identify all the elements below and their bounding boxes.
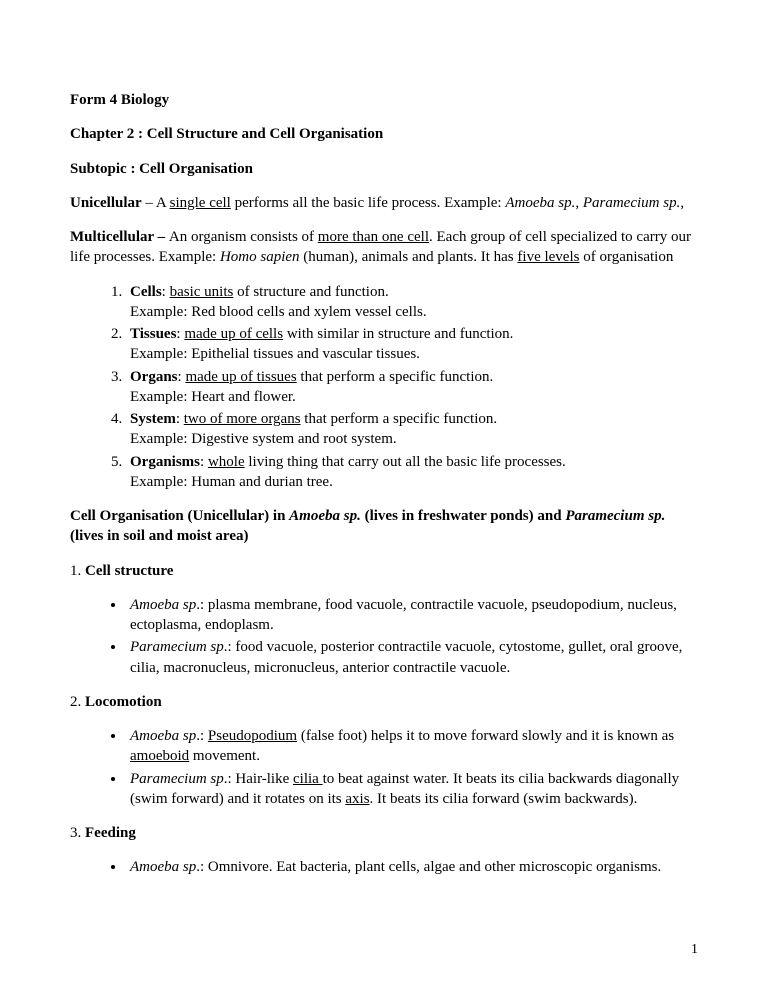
list-item: Amoeba sp.: Pseudopodium (false foot) he… (126, 726, 698, 767)
locomotion-list: Amoeba sp.: Pseudopodium (false foot) he… (70, 726, 698, 809)
multicellular-paragraph: Multicellular – An organism consists of … (70, 227, 698, 268)
species-name: Paramecium sp. (565, 508, 665, 524)
term-label: Organisms (130, 454, 200, 470)
keyword: single cell (170, 195, 231, 211)
subsection-heading: 1. Cell structure (70, 561, 698, 581)
list-item: Organisms: whole living thing that carry… (126, 452, 698, 493)
document-page: Form 4 Biology Chapter 2 : Cell Structur… (0, 0, 768, 932)
text: .: plasma membrane, food vacuole, contra… (130, 597, 677, 633)
subtopic-title: Subtopic : Cell Organisation (70, 159, 698, 179)
example-text: Example: Epithelial tissues and vascular… (130, 346, 420, 362)
species-name: Amoeba sp. (505, 195, 575, 211)
list-item: Paramecium sp.: food vacuole, posterior … (126, 637, 698, 678)
text: movement. (189, 748, 260, 764)
subsection-heading: 3. Feeding (70, 823, 698, 843)
text: (lives in soil and moist area) (70, 528, 248, 544)
page-number: 1 (691, 942, 698, 958)
term-label: System (130, 411, 176, 427)
keyword: made up of cells (184, 326, 283, 342)
text: (human), animals and plants. It has (300, 249, 518, 265)
keyword: cilia (293, 771, 323, 787)
list-item: Paramecium sp.: Hair-like cilia to beat … (126, 769, 698, 810)
text: . It beats its cilia forward (swim backw… (370, 791, 638, 807)
text: 1. (70, 563, 85, 579)
subsection-heading: 2. Locomotion (70, 692, 698, 712)
species-name: Amoeba sp (130, 859, 196, 875)
term-label: Tissues (130, 326, 176, 342)
species-name: Amoeba sp (130, 597, 196, 613)
keyword: whole (208, 454, 245, 470)
keyword: amoeboid (130, 748, 189, 764)
text: Cell Organisation (Unicellular) in (70, 508, 289, 524)
list-item: Amoeba sp.: Omnivore. Eat bacteria, plan… (126, 857, 698, 877)
term-label: Multicellular – (70, 229, 169, 245)
keyword: axis (345, 791, 369, 807)
organisation-levels-list: Cells: basic units of structure and func… (70, 282, 698, 493)
subsection-title: Locomotion (85, 694, 162, 710)
text: (false foot) helps it to move forward sl… (297, 728, 674, 744)
list-item: Tissues: made up of cells with similar i… (126, 324, 698, 365)
keyword: made up of tissues (185, 369, 296, 385)
species-name: Homo sapien (220, 249, 300, 265)
text: 3. (70, 825, 85, 841)
text: .: Hair-like (224, 771, 293, 787)
species-name: Amoeba sp (130, 728, 196, 744)
text: An organism consists of (169, 229, 318, 245)
keyword: two of more organs (184, 411, 301, 427)
example-text: Example: Red blood cells and xylem vesse… (130, 304, 427, 320)
keyword: more than one cell (318, 229, 429, 245)
example-text: Example: Digestive system and root syste… (130, 431, 397, 447)
section-heading: Cell Organisation (Unicellular) in Amoeb… (70, 506, 698, 547)
text: 2. (70, 694, 85, 710)
term-label: Unicellular (70, 195, 142, 211)
cell-structure-list: Amoeba sp.: plasma membrane, food vacuol… (70, 595, 698, 678)
species-name: Paramecium sp. (583, 195, 681, 211)
subsection-title: Feeding (85, 825, 136, 841)
example-text: Example: Human and durian tree. (130, 474, 333, 490)
species-name: Paramecium sp (130, 639, 224, 655)
text: , (575, 195, 583, 211)
keyword: basic units (170, 284, 234, 300)
species-name: Amoeba sp. (289, 508, 361, 524)
list-item: Amoeba sp.: plasma membrane, food vacuol… (126, 595, 698, 636)
keyword: five levels (517, 249, 579, 265)
text: .: Omnivore. Eat bacteria, plant cells, … (196, 859, 661, 875)
course-title: Form 4 Biology (70, 90, 698, 110)
text: , (680, 195, 684, 211)
text: performs all the basic life process. Exa… (231, 195, 506, 211)
list-item: System: two of more organs that perform … (126, 409, 698, 450)
text: – A (142, 195, 170, 211)
keyword: Pseudopodium (208, 728, 297, 744)
term-label: Organs (130, 369, 178, 385)
example-text: Example: Heart and flower. (130, 389, 296, 405)
subsection-title: Cell structure (85, 563, 173, 579)
unicellular-paragraph: Unicellular – A single cell performs all… (70, 193, 698, 213)
chapter-title: Chapter 2 : Cell Structure and Cell Orga… (70, 124, 698, 144)
text: (lives in freshwater ponds) and (361, 508, 565, 524)
term-label: Cells (130, 284, 162, 300)
text: .: (196, 728, 208, 744)
text: of organisation (579, 249, 673, 265)
feeding-list: Amoeba sp.: Omnivore. Eat bacteria, plan… (70, 857, 698, 877)
list-item: Organs: made up of tissues that perform … (126, 367, 698, 408)
list-item: Cells: basic units of structure and func… (126, 282, 698, 323)
species-name: Paramecium sp (130, 771, 224, 787)
